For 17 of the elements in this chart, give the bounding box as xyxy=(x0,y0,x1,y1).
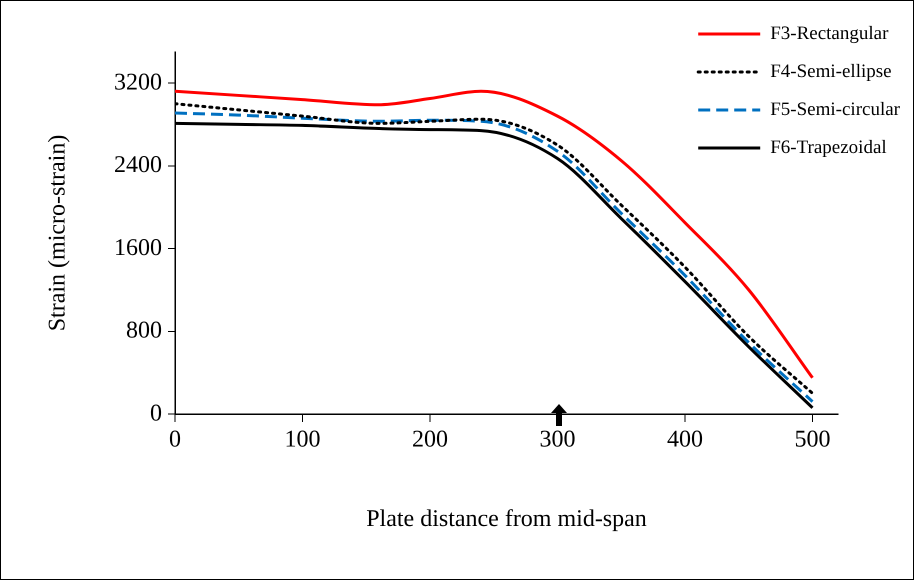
x-tick-label: 100 xyxy=(284,426,320,453)
x-tick-label: 500 xyxy=(794,426,830,453)
x-axis-title: Plate distance from mid-span xyxy=(366,506,647,532)
y-tick-label: 2400 xyxy=(114,152,162,178)
legend-label: F3-Rectangular xyxy=(770,22,890,44)
y-axis-title: Strain (micro-strain) xyxy=(44,134,71,332)
x-tick-label: 400 xyxy=(667,426,703,453)
x-tick-label: 200 xyxy=(412,426,448,453)
legend-label: F6-Trapezoidal xyxy=(770,136,887,158)
y-tick-label: 800 xyxy=(126,318,162,344)
y-tick-label: 0 xyxy=(150,400,162,426)
legend-label: F4-Semi-ellipse xyxy=(770,60,892,82)
legend-label: F5-Semi-circular xyxy=(770,98,901,120)
y-tick-label: 1600 xyxy=(114,234,162,261)
x-tick-label: 0 xyxy=(169,426,181,453)
y-tick-label: 3200 xyxy=(114,69,162,96)
x-tick-label: 300 xyxy=(540,426,576,453)
